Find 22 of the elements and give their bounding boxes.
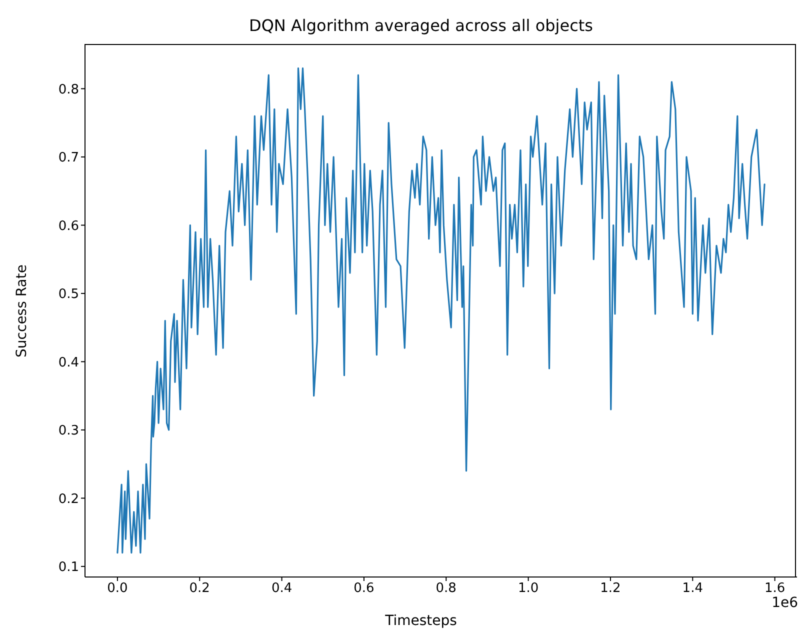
x-tick-label: 1.2 <box>600 581 621 596</box>
y-tick-label: 0.5 <box>58 287 79 302</box>
x-tick-label: 0.2 <box>189 581 210 596</box>
y-tick-label: 0.4 <box>58 355 79 370</box>
y-tick-label: 0.3 <box>58 424 79 439</box>
text: 1e6 <box>772 595 798 611</box>
line-series <box>116 67 766 554</box>
y-tick-label: 0.6 <box>58 218 79 234</box>
x-tick-label: 0.4 <box>271 581 292 596</box>
y-axis-title: Success Rate <box>14 264 30 357</box>
x-tick-label: 0.6 <box>354 581 374 596</box>
x-tick-label: 0.8 <box>436 581 456 596</box>
y-tick-label: 0.2 <box>58 492 79 507</box>
x-tick-label: 1.4 <box>682 581 703 596</box>
x-tick-label: 1.6 <box>764 581 786 596</box>
x-tick-label: 1.0 <box>518 581 539 596</box>
y-tick-label: 0.7 <box>58 150 79 166</box>
x-tick-label: 0.0 <box>107 581 128 596</box>
chart-title: DQN Algorithm averaged across all objects <box>248 16 594 35</box>
y-tick-label: 0.8 <box>58 82 79 98</box>
x-axis-title: Timesteps <box>384 613 458 629</box>
y-tick-label: 0.1 <box>58 560 79 576</box>
